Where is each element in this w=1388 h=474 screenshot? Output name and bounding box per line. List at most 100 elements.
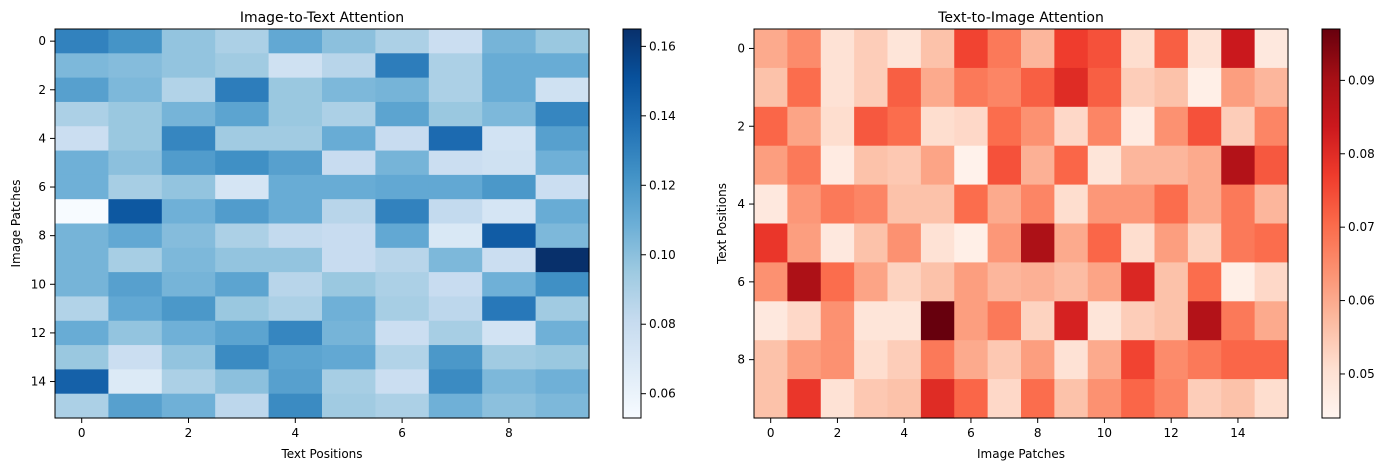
y-tick-label: 8 — [38, 229, 46, 243]
heatmap-cell — [55, 150, 109, 176]
heatmap-cell — [161, 345, 216, 370]
heatmap-cell — [535, 174, 590, 200]
heatmap-cell — [108, 247, 163, 273]
heatmap-cell — [1187, 340, 1222, 380]
heatmap-cell — [1054, 301, 1089, 341]
heatmap-cell — [215, 126, 270, 152]
heatmap-cell — [754, 106, 788, 147]
heatmap-cell — [787, 340, 822, 380]
heatmap-cell — [268, 393, 323, 419]
y-tick-label: 2 — [737, 119, 745, 133]
heatmap-cell — [108, 174, 163, 200]
heatmap-cell — [375, 320, 430, 346]
heatmap-cell — [1154, 262, 1189, 302]
heatmap-cell — [215, 272, 270, 298]
heatmap-cell — [375, 126, 430, 152]
heatmap-cell — [55, 369, 109, 395]
heatmap-cell — [535, 77, 590, 103]
heatmap-cell — [1154, 67, 1189, 108]
x-tick-label: 14 — [1230, 426, 1245, 440]
heatmap-cell — [1121, 262, 1156, 302]
heatmap-cell — [322, 296, 376, 322]
x-tick-label: 6 — [398, 426, 406, 440]
heatmap-cell — [482, 272, 537, 298]
heatmap-cell — [1087, 145, 1122, 186]
heatmap-cell — [375, 150, 430, 176]
heatmap-cell — [1254, 223, 1289, 263]
heatmap-cell — [215, 296, 270, 322]
heatmap-cell — [854, 145, 889, 186]
heatmap-cell — [535, 393, 590, 419]
heatmap-cell — [1221, 301, 1256, 341]
heatmap-cell — [215, 369, 270, 395]
heatmap-cell — [1187, 223, 1222, 263]
heatmap-cell — [1121, 145, 1156, 186]
heatmap-cell — [787, 301, 822, 341]
x-tick-label: 0 — [767, 426, 775, 440]
x-ticks: 0 2 4 6 8 — [78, 418, 513, 440]
y-ticks: 0 2 4 6 8 10 12 14 — [31, 34, 55, 389]
heatmap-cell — [887, 106, 922, 147]
heatmap-cell — [268, 29, 323, 54]
heatmap-cell — [1021, 67, 1055, 108]
colorbar-tick-label: 0.10 — [649, 248, 676, 262]
heatmap-cell — [754, 262, 788, 302]
heatmap-cell — [820, 262, 855, 302]
heatmap-cell — [1221, 145, 1256, 186]
heatmap-cell — [954, 379, 989, 419]
heatmap-cell — [1087, 262, 1122, 302]
y-tick-label: 4 — [737, 197, 745, 211]
plot-frame — [54, 28, 590, 419]
heatmap-cell — [887, 379, 922, 419]
heatmap-cell — [854, 262, 889, 302]
heatmap-cell — [1154, 145, 1189, 186]
heatmap-cell — [920, 67, 955, 108]
heatmap-cell — [108, 345, 163, 370]
heatmap-cell — [1087, 29, 1122, 69]
x-axis-label: Text Positions — [280, 447, 362, 461]
heatmap-cell — [322, 320, 376, 346]
y-tick-label: 2 — [38, 83, 46, 97]
heatmap-cell — [787, 67, 822, 108]
heatmap-cell — [428, 296, 483, 322]
heatmap-cell — [322, 199, 376, 225]
heatmap-cell — [215, 320, 270, 346]
heatmap-cells — [55, 29, 590, 419]
heatmap-cell — [1254, 145, 1289, 186]
heatmap-cell — [215, 199, 270, 225]
heatmap-cell — [987, 223, 1022, 263]
heatmap-cell — [1154, 106, 1189, 147]
heatmap-cell — [535, 296, 590, 322]
heatmap-cell — [535, 53, 590, 79]
heatmap-cell — [820, 340, 855, 380]
heatmap-cell — [754, 184, 788, 225]
heatmap-cell — [108, 53, 163, 79]
heatmap-cell — [482, 393, 537, 419]
heatmap-cell — [1254, 106, 1289, 147]
heatmap-cell — [1221, 184, 1256, 225]
heatmap-cell — [375, 101, 430, 127]
heatmap-cell — [1154, 184, 1189, 225]
heatmap-cell — [375, 29, 430, 54]
heatmap-cell — [987, 262, 1022, 302]
heatmap-cell — [1187, 29, 1222, 69]
heatmap-cell — [920, 29, 955, 69]
heatmap-cell — [987, 340, 1022, 380]
heatmap-cell — [535, 345, 590, 370]
heatmap-cell — [375, 247, 430, 273]
heatmap-cell — [954, 301, 989, 341]
heatmap-cell — [920, 340, 955, 380]
y-tick-label: 0 — [737, 41, 745, 55]
heatmap-cell — [1021, 145, 1055, 186]
heatmap-cell — [268, 101, 323, 127]
heatmap-cell — [161, 77, 216, 103]
heatmap-cell — [161, 247, 216, 273]
colorbar: 0.05 0.06 0.07 0.08 0.09 — [1321, 28, 1375, 419]
heatmap-cell — [108, 150, 163, 176]
y-ticks: 0 2 4 6 8 — [737, 41, 754, 367]
heatmap-cell — [428, 174, 483, 200]
y-tick-label: 6 — [737, 275, 745, 289]
heatmap-cell — [161, 150, 216, 176]
heatmap-cell — [482, 296, 537, 322]
